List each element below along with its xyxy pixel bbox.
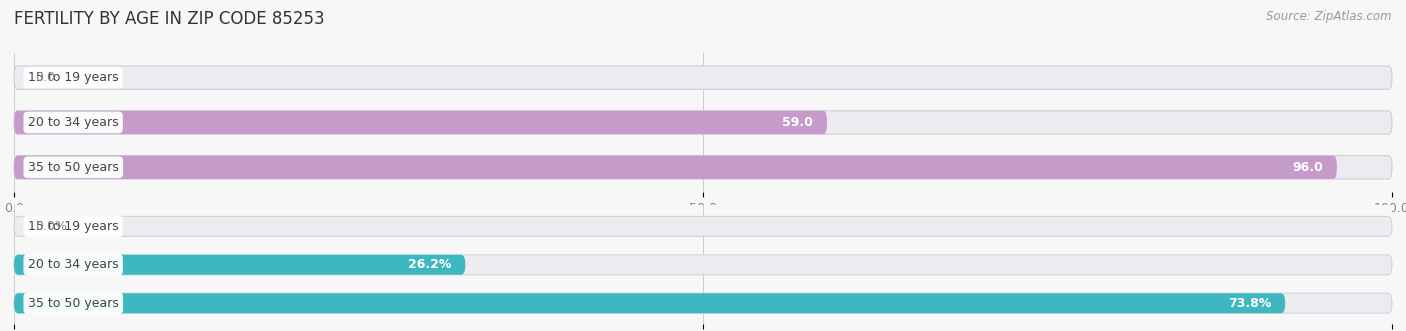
FancyBboxPatch shape [14,216,1392,236]
FancyBboxPatch shape [14,293,1285,313]
Text: 15 to 19 years: 15 to 19 years [28,71,118,84]
FancyBboxPatch shape [14,255,1392,275]
Text: 73.8%: 73.8% [1227,297,1271,310]
Text: 0.0: 0.0 [35,71,55,84]
FancyBboxPatch shape [14,111,827,134]
Text: Source: ZipAtlas.com: Source: ZipAtlas.com [1267,10,1392,23]
Text: 35 to 50 years: 35 to 50 years [28,161,118,174]
Text: FERTILITY BY AGE IN ZIP CODE 85253: FERTILITY BY AGE IN ZIP CODE 85253 [14,10,325,28]
Text: 59.0: 59.0 [782,116,813,129]
Text: 20 to 34 years: 20 to 34 years [28,258,118,271]
Text: 26.2%: 26.2% [408,258,451,271]
Text: 15 to 19 years: 15 to 19 years [28,220,118,233]
FancyBboxPatch shape [14,156,1392,179]
FancyBboxPatch shape [14,66,1392,89]
FancyBboxPatch shape [14,111,1392,134]
FancyBboxPatch shape [14,156,1337,179]
FancyBboxPatch shape [14,255,465,275]
Text: 20 to 34 years: 20 to 34 years [28,116,118,129]
Text: 35 to 50 years: 35 to 50 years [28,297,118,310]
FancyBboxPatch shape [14,293,1392,313]
Text: 96.0: 96.0 [1292,161,1323,174]
Text: 0.0%: 0.0% [35,220,66,233]
